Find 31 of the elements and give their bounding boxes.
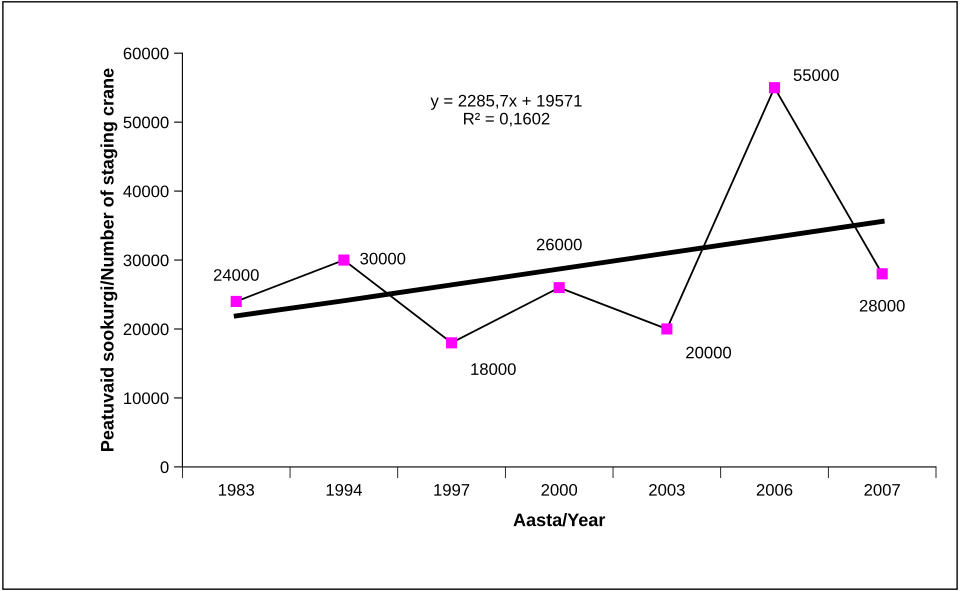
- point: [230, 296, 242, 307]
- y-tick-label: 20000: [124, 323, 169, 336]
- data-label: 55000: [794, 69, 839, 82]
- x-tick-label: 1983: [218, 484, 254, 496]
- data-label: 20000: [686, 346, 732, 358]
- y-tick-label: 50000: [124, 116, 169, 128]
- point: [338, 254, 350, 266]
- data-label: 18000: [471, 363, 516, 376]
- point: [768, 82, 780, 94]
- y-tick-label: 60000: [124, 48, 169, 60]
- x-tick-label: 2000: [542, 484, 578, 496]
- x-tick-label: 1994: [326, 484, 362, 496]
- data-label: 28000: [860, 300, 905, 312]
- x-tick-label: 1997: [434, 484, 470, 496]
- x-tick-label: 2006: [756, 484, 792, 496]
- point: [446, 337, 458, 348]
- data-label: 26000: [536, 238, 582, 250]
- x-axis-title: Aasta/Year: [513, 512, 606, 526]
- x-tick-label: 2007: [864, 484, 900, 496]
- y-tick-label: 10000: [124, 392, 169, 404]
- x-tick-label: 2003: [649, 484, 685, 496]
- data-label: 24000: [214, 269, 259, 281]
- annotation: y = 2285,7x + 19571 R² = 0,1602: [430, 94, 582, 127]
- y-tick-label: 30000: [124, 254, 169, 266]
- y-tick-label: 0: [160, 461, 169, 474]
- point: [661, 323, 672, 335]
- point: [876, 268, 888, 280]
- point: [554, 282, 565, 294]
- y-axis-title: Peatuvaid sookurgi/Number of staging crane: [100, 68, 118, 451]
- data-label: 30000: [360, 252, 406, 265]
- y-tick-label: 40000: [123, 185, 169, 198]
